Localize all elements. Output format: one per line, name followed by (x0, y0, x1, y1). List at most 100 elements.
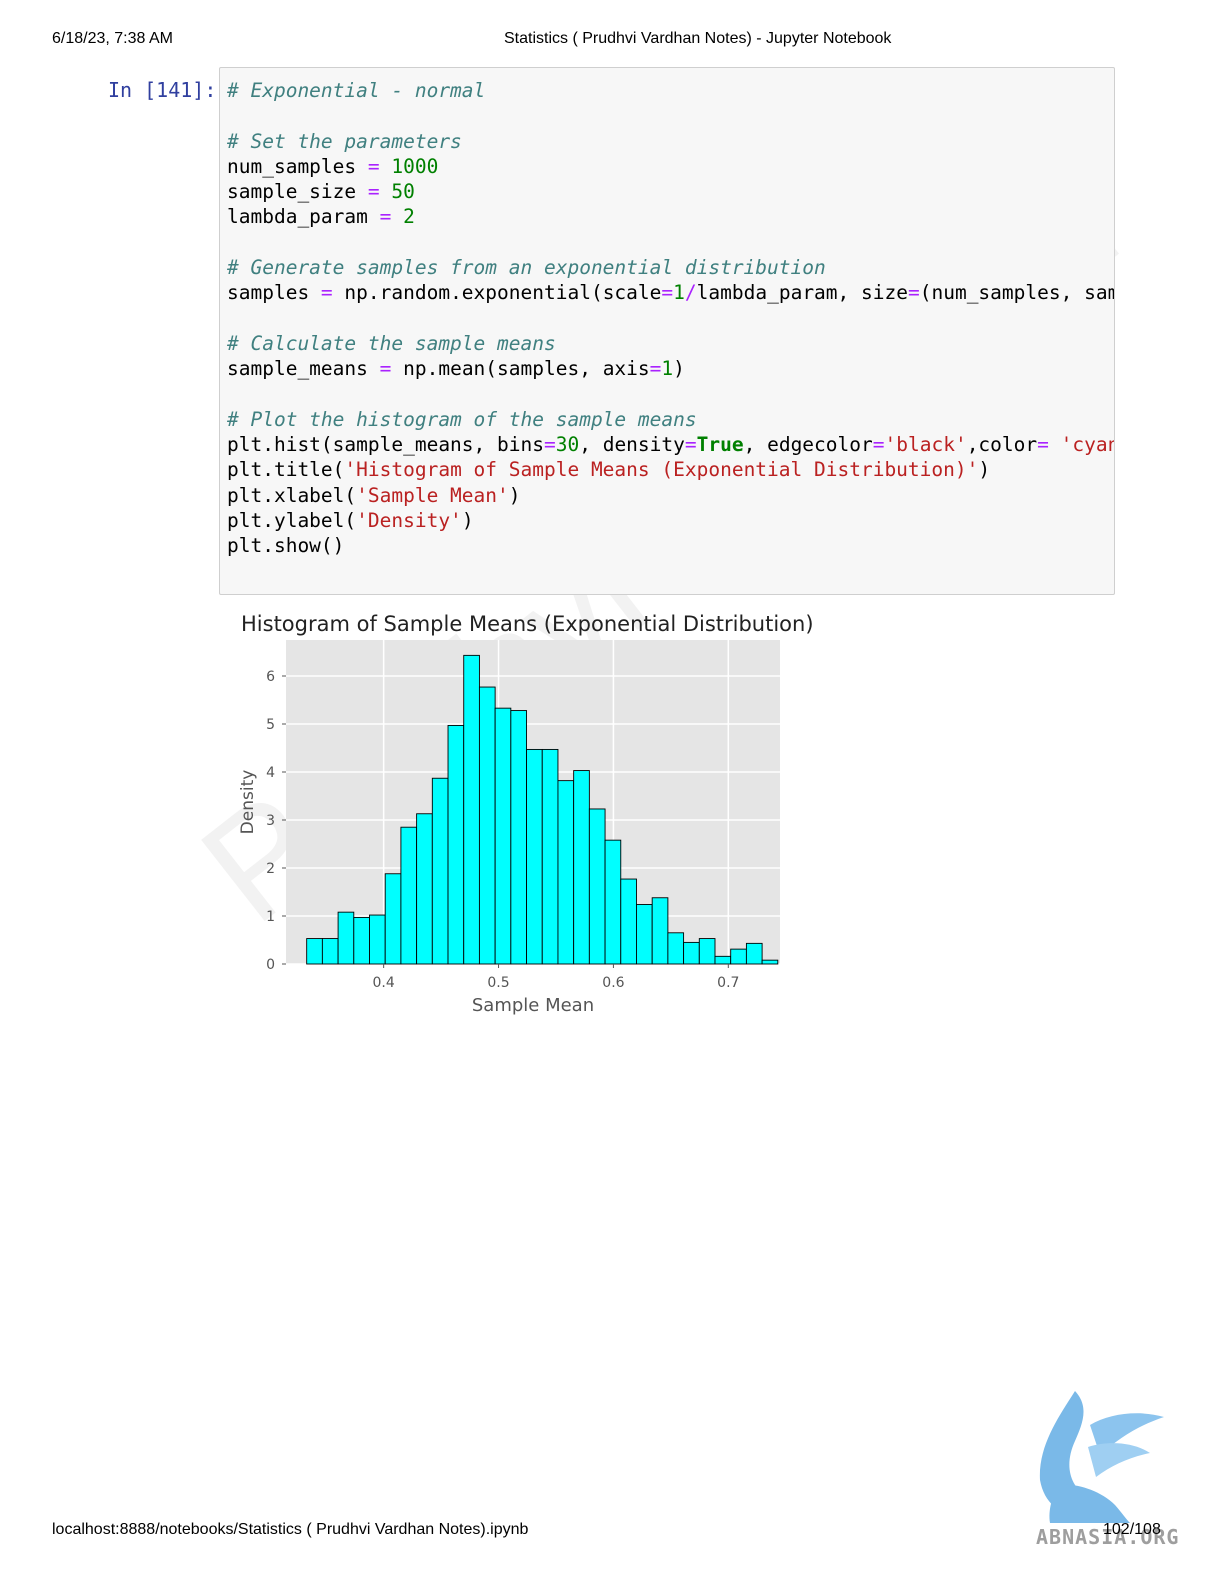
code-token (1049, 433, 1061, 456)
logo-text: ABNASIA.ORG (1036, 1525, 1180, 1549)
code-token: = (379, 357, 392, 381)
histogram-bar (447, 724, 465, 965)
y-tick-label: 3 (266, 813, 275, 829)
y-tick-label: 5 (266, 717, 275, 733)
code-token: , edgecolor (743, 433, 873, 457)
x-tick-label: 0.7 (717, 975, 739, 991)
code-token: = (907, 281, 920, 305)
y-tick-label: 2 (266, 861, 275, 877)
code-token: (num_samples, sampl (919, 281, 1114, 305)
histogram-bar (321, 938, 339, 965)
code-token: 'cyan' (1060, 433, 1114, 457)
code-token: # Exponential - normal (227, 79, 486, 102)
code-token: = (379, 205, 392, 229)
histogram-bar (400, 826, 418, 965)
code-token: num_samples (227, 154, 368, 178)
code-line: plt.show() (227, 533, 1114, 558)
code-line: lambda_param = 2 (227, 204, 1114, 229)
code-token: plt.title( (227, 458, 345, 482)
code-cell[interactable]: # Exponential - normal # Set the paramet… (219, 67, 1115, 595)
code-line: plt.hist(sample_means, bins=30, density=… (227, 432, 1114, 457)
code-token: / (684, 281, 697, 305)
histogram-bar (369, 914, 386, 965)
chart-title: Histogram of Sample Means (Exponential D… (241, 612, 814, 636)
code-token: = (1037, 433, 1049, 457)
x-tick-label: 0.4 (373, 975, 395, 991)
histogram-bar (353, 916, 370, 965)
code-line: plt.title('Histogram of Sample Means (Ex… (227, 457, 1114, 482)
code-token: 1 (673, 281, 685, 305)
code-token: # Plot the histogram of the sample means (227, 407, 697, 431)
code-line (227, 230, 1114, 255)
histogram-bar (604, 839, 622, 965)
code-token: ) (978, 458, 991, 482)
code-token: plt.show() (227, 534, 345, 558)
code-token: True (696, 433, 744, 457)
code-line (227, 382, 1114, 407)
code-token: , density (579, 433, 685, 457)
histogram-bar (573, 770, 590, 965)
code-token: 'Sample Mean' (356, 483, 509, 507)
y-tick-label: 4 (266, 765, 275, 781)
code-token (391, 205, 403, 228)
code-token: sample_size (227, 180, 368, 204)
histogram-bar (463, 654, 480, 965)
code-line: sample_means = np.mean(samples, axis=1) (227, 356, 1114, 381)
code-line: plt.ylabel('Density') (227, 508, 1114, 533)
code-token: sample_means (227, 357, 380, 381)
code-token: = (367, 154, 380, 178)
histogram-bar (541, 748, 559, 965)
histogram-bar (510, 710, 527, 965)
y-tick-label: 1 (266, 909, 275, 925)
x-tick-label: 0.5 (487, 975, 509, 991)
x-axis-label: Sample Mean (472, 995, 594, 1016)
code-token: plt.xlabel( (227, 483, 357, 507)
code-token (380, 180, 392, 203)
print-date: 6/18/23, 7:38 AM (52, 30, 173, 47)
footer-url: localhost:8888/notebooks/Statistics ( Pr… (52, 1521, 529, 1538)
cell-prompt: In [141]: (108, 78, 217, 102)
histogram-bar (588, 808, 606, 965)
code-line: # Exponential - normal (227, 78, 1114, 103)
code-token (380, 155, 392, 178)
code-token: plt.ylabel( (227, 509, 357, 533)
histogram-chart: Histogram of Sample Means (Exponential D… (238, 612, 814, 1016)
histogram-bar (478, 686, 496, 965)
histogram-bar (526, 748, 543, 965)
code-token: ) (461, 509, 474, 533)
code-token: 1 (661, 357, 674, 381)
code-token: = (684, 433, 697, 457)
x-tick-label: 0.6 (602, 975, 624, 991)
y-tick-label: 6 (266, 669, 275, 685)
code-token: ,color (966, 433, 1038, 457)
code-token: = (649, 357, 662, 381)
code-line: # Calculate the sample means (227, 331, 1114, 356)
code-token: # Generate samples from an exponential d… (227, 256, 826, 280)
code-token: 1000 (391, 154, 439, 178)
code-token: np.mean(samples, axis (391, 357, 650, 381)
code-token: 2 (403, 205, 415, 229)
code-token: np.random.exponential(scale (332, 281, 662, 305)
y-tick-label: 0 (266, 957, 275, 973)
histogram-bar (620, 878, 637, 965)
code-token: ) (673, 357, 685, 381)
code-token: 'black' (884, 433, 967, 457)
histogram-bar (761, 959, 779, 965)
y-axis-label: Density (238, 770, 258, 835)
code-line (227, 103, 1114, 128)
histogram-bar (698, 938, 716, 965)
code-token: # Calculate the sample means (227, 331, 556, 355)
histogram-bar (494, 707, 512, 965)
code-token: plt.hist(sample_means, bins (227, 433, 544, 457)
code-token: 50 (391, 180, 415, 204)
code-token: = (543, 433, 556, 457)
histogram-bar (557, 780, 575, 965)
code-token: = (872, 433, 885, 457)
code-editor[interactable]: # Exponential - normal # Set the paramet… (227, 78, 1114, 559)
histogram-bar (667, 932, 685, 965)
histogram-bar (384, 873, 402, 965)
abnasia-logo (1039, 1391, 1164, 1523)
histogram-bar (337, 911, 355, 965)
histogram-bar (730, 948, 747, 965)
code-line: plt.xlabel('Sample Mean') (227, 483, 1114, 508)
